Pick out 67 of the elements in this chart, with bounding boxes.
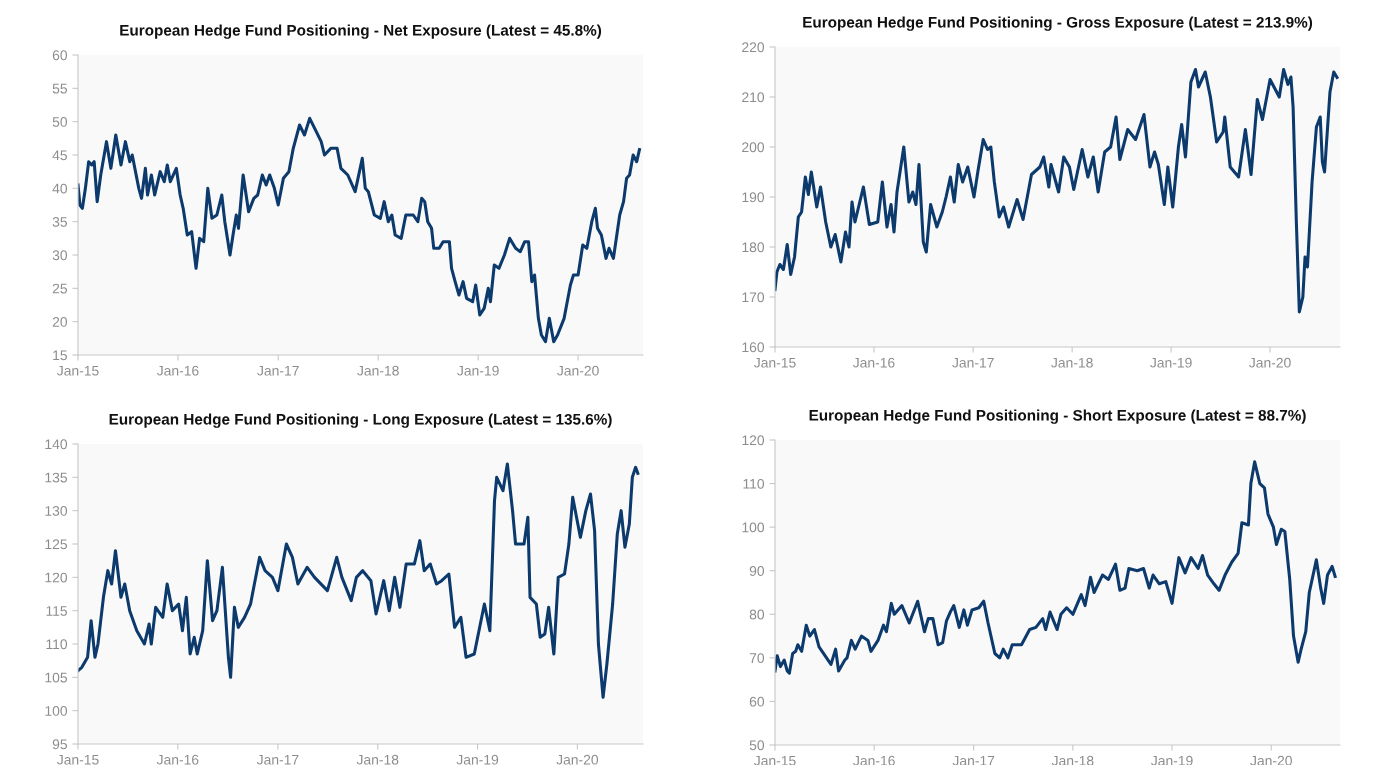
x-tick-label: Jan-16: [156, 365, 199, 376]
y-tick-label: 220: [742, 42, 765, 53]
x-tick-label: Jan-17: [952, 357, 994, 368]
y-tick-label: 60: [749, 696, 765, 707]
y-tick-label: 110: [46, 639, 68, 650]
x-tick-label: Jan-19: [456, 754, 499, 765]
chart-title: European Hedge Fund Positioning - Gross Exposure (Latest = 213.9%): [803, 16, 1313, 31]
x-tick-label: Jan-16: [156, 754, 199, 765]
chart-title: European Hedge Fund Positioning - Short Exposure (Latest = 88.7%): [809, 409, 1306, 424]
y-tick-label: 130: [45, 506, 68, 516]
y-tick-label: 15: [53, 350, 67, 361]
y-tick-label: 125: [45, 539, 67, 550]
x-tick-label: Jan-16: [853, 755, 895, 765]
x-tick-label: Jan-18: [1051, 755, 1094, 765]
line-series: [775, 460, 1337, 675]
y-tick-label: 200: [742, 142, 765, 153]
y-tick-label: 120: [45, 572, 68, 583]
y-tick-label: 210: [742, 92, 765, 103]
x-tick-label: Jan-20: [1249, 357, 1291, 368]
chart-title: European Hedge Fund Positioning - Net Exposure (Latest = 45.8%): [120, 24, 602, 39]
line-series: [775, 67, 1339, 314]
y-tick-label: 110: [743, 478, 765, 489]
x-tick-label: Jan-17: [952, 755, 995, 765]
x-tick-label: Jan-17: [257, 365, 299, 376]
y-tick-label: 95: [52, 739, 67, 750]
x-tick-label: Jan-15: [753, 755, 796, 765]
x-tick-label: Jan-20: [556, 754, 599, 765]
y-tick-label: 20: [52, 317, 68, 327]
y-tick-label: 90: [749, 566, 765, 576]
y-tick-label: 135: [45, 472, 67, 483]
x-tick-label: Jan-20: [1250, 755, 1292, 765]
x-tick-label: Jan-15: [56, 754, 99, 765]
x-tick-label: Jan-18: [357, 365, 399, 376]
x-tick-label: Jan-20: [557, 365, 599, 376]
y-tick-label: 50: [52, 117, 68, 127]
y-tick-label: 60: [52, 50, 68, 61]
y-tick-label: 160: [742, 342, 765, 353]
y-tick-label: 170: [742, 292, 765, 303]
y-tick-label: 100: [742, 522, 765, 533]
y-tick-label: 55: [52, 83, 67, 94]
y-tick-label: 25: [52, 283, 67, 294]
x-tick-label: Jan-15: [753, 357, 796, 368]
line-series: [78, 116, 641, 344]
y-tick-label: 35: [52, 217, 67, 227]
x-tick-label: Jan-16: [852, 357, 895, 368]
y-tick-label: 100: [45, 706, 68, 716]
x-tick-label: Jan-15: [56, 365, 99, 376]
line-series: [78, 462, 640, 699]
x-tick-label: Jan-19: [1150, 357, 1192, 368]
y-tick-label: 50: [749, 740, 765, 751]
x-tick-label: Jan-18: [1051, 357, 1093, 368]
y-tick-label: 180: [742, 242, 765, 253]
y-tick-label: 120: [742, 435, 765, 446]
y-tick-label: 40: [52, 183, 68, 194]
y-tick-label: 30: [52, 250, 68, 261]
y-tick-label: 45: [52, 150, 67, 161]
x-tick-label: Jan-19: [457, 365, 499, 376]
y-tick-label: 80: [749, 609, 765, 620]
x-tick-label: Jan-17: [256, 754, 299, 765]
y-tick-label: 140: [45, 439, 68, 450]
y-tick-label: 115: [46, 606, 67, 616]
y-tick-label: 70: [749, 653, 765, 664]
x-tick-label: Jan-18: [356, 754, 399, 765]
y-tick-label: 105: [45, 672, 67, 683]
x-tick-label: Jan-19: [1151, 755, 1193, 765]
y-tick-label: 190: [742, 192, 765, 203]
chart-title: European Hedge Fund Positioning - Long Exposure (Latest = 135.6%): [109, 413, 612, 428]
